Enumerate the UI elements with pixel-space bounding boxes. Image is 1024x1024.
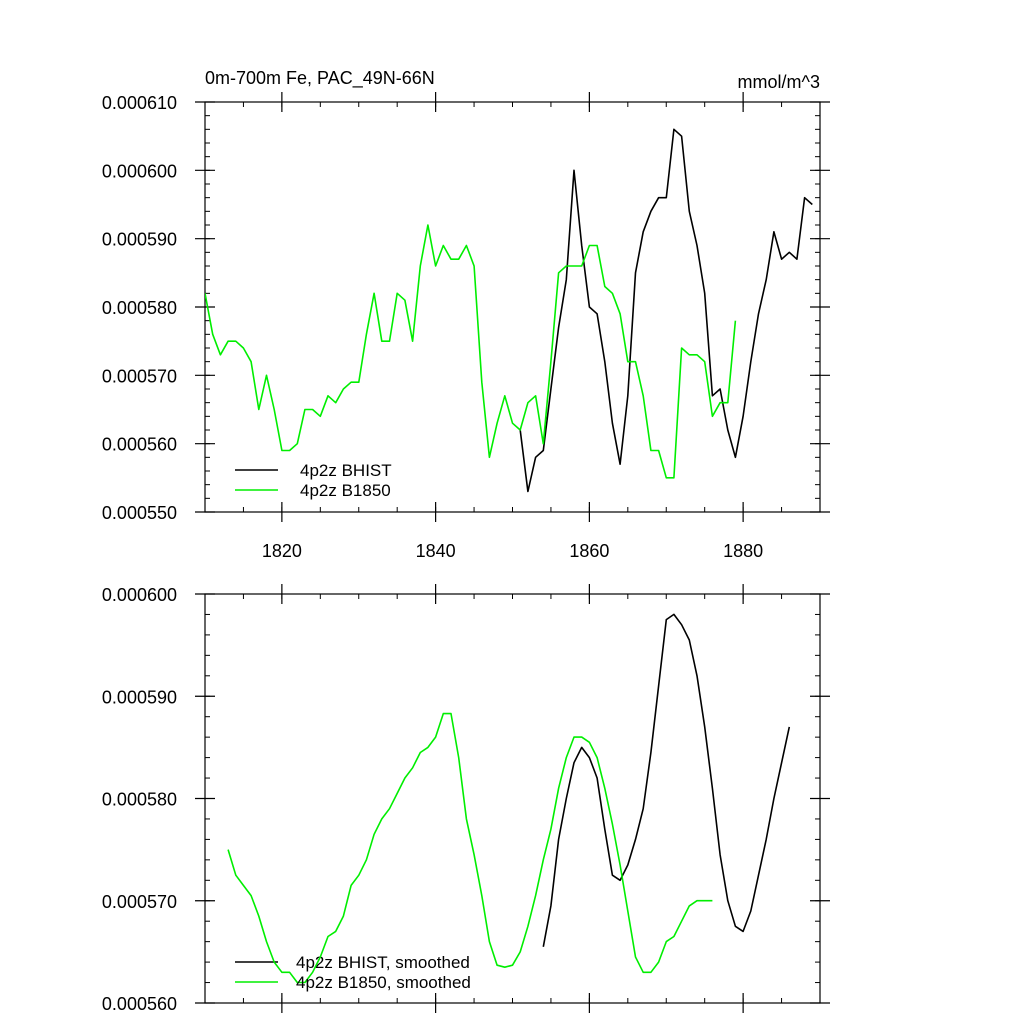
y-tick-label: 0.000600 bbox=[102, 585, 177, 605]
y-tick-label: 0.000570 bbox=[102, 366, 177, 386]
series-line bbox=[542, 613, 791, 947]
plot-frame bbox=[204, 101, 821, 513]
legend-label: 4p2z B1850 bbox=[300, 481, 391, 500]
units-label: mmol/m^3 bbox=[738, 72, 820, 92]
series-line bbox=[519, 128, 813, 493]
x-tick-label: 1820 bbox=[262, 541, 302, 561]
chart-title: 0m-700m Fe, PAC_49N-66N bbox=[205, 68, 435, 89]
y-tick-label: 0.000560 bbox=[102, 435, 177, 455]
bottom-panel: 0.000560 0.000570 0.000580 0.000590 0.000600… bbox=[102, 584, 830, 1014]
y-tick-label: 0.000600 bbox=[102, 161, 177, 181]
y-tick-label: 0.000590 bbox=[102, 230, 177, 250]
y-tick-label: 0.000560 bbox=[102, 994, 177, 1014]
legend-label: 4p2z BHIST bbox=[300, 461, 392, 480]
y-tick-label: 0.000580 bbox=[102, 298, 177, 318]
series-4p2z-b1850-smoothed bbox=[227, 712, 713, 984]
top-panel: 0.000550 0.000560 0.000570 0.000580 0.000590… bbox=[102, 68, 830, 561]
legend-label: 4p2z B1850, smoothed bbox=[296, 973, 471, 992]
series-4p2z-bhist bbox=[519, 128, 813, 493]
series-line bbox=[205, 224, 737, 479]
plot-frame bbox=[204, 593, 821, 1004]
series-line bbox=[227, 712, 713, 984]
legend-label: 4p2z BHIST, smoothed bbox=[296, 953, 470, 972]
y-tick-label: 0.000570 bbox=[102, 892, 177, 912]
series-4p2z-bhist-smoothed bbox=[542, 613, 791, 947]
series-4p2z-b1850 bbox=[205, 224, 737, 479]
y-tick-label: 0.000550 bbox=[102, 503, 177, 523]
x-tick-label: 1860 bbox=[569, 541, 609, 561]
x-tick-label: 1880 bbox=[723, 541, 763, 561]
y-tick-label: 0.000580 bbox=[102, 790, 177, 810]
y-tick-label: 0.000590 bbox=[102, 687, 177, 707]
x-tick-label: 1840 bbox=[416, 541, 456, 561]
y-tick-label: 0.000610 bbox=[102, 93, 177, 113]
